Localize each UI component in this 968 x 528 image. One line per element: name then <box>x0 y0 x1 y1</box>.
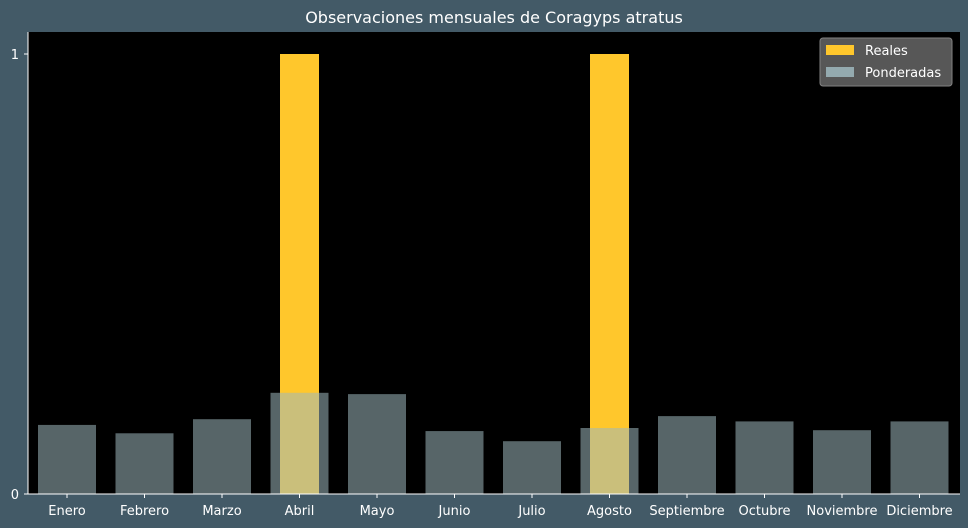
chart-title: Observaciones mensuales de Coragyps atra… <box>305 8 683 27</box>
legend-label-reales: Reales <box>865 44 908 59</box>
bar-reales <box>590 54 629 494</box>
y-axis-ticks: 01 <box>11 48 28 503</box>
bar-ponderadas <box>735 421 794 494</box>
plot-area <box>28 32 960 494</box>
series-ponderadas <box>38 392 949 494</box>
x-tick-label: Junio <box>438 504 471 519</box>
bar-ponderadas <box>270 392 329 494</box>
bar-ponderadas <box>38 424 96 494</box>
bar-ponderadas <box>658 416 716 494</box>
y-tick-label: 0 <box>11 488 19 503</box>
bar-ponderadas <box>503 441 561 494</box>
bar-ponderadas <box>425 431 484 494</box>
x-tick-label: Abril <box>285 504 315 519</box>
x-tick-label: Agosto <box>587 504 632 519</box>
x-tick-label: Mayo <box>360 504 395 519</box>
x-tick-label: Noviembre <box>807 504 878 519</box>
x-tick-label: Febrero <box>120 504 169 519</box>
x-tick-label: Octubre <box>738 504 790 519</box>
legend-swatch-reales <box>826 45 854 55</box>
x-tick-label: Julio <box>517 504 545 519</box>
legend-label-ponderadas: Ponderadas <box>865 66 941 81</box>
bar-ponderadas <box>580 428 639 494</box>
bar-ponderadas <box>193 419 251 494</box>
legend: Reales Ponderadas <box>819 37 953 87</box>
x-tick-label: Septiembre <box>649 504 724 519</box>
bar-ponderadas <box>348 394 406 494</box>
bar-ponderadas <box>115 433 174 494</box>
x-axis-ticks: Enero Febrero Marzo Abril Mayo Junio Julio Agos… <box>48 494 953 519</box>
legend-swatch-ponderadas <box>826 67 854 77</box>
bar-ponderadas <box>813 430 871 494</box>
x-tick-label: Enero <box>48 504 86 519</box>
bar-ponderadas <box>890 421 949 494</box>
axes <box>27 32 960 495</box>
x-tick-label: Diciembre <box>886 504 952 519</box>
y-tick-label: 1 <box>11 48 19 63</box>
x-tick-label: Marzo <box>202 504 241 519</box>
